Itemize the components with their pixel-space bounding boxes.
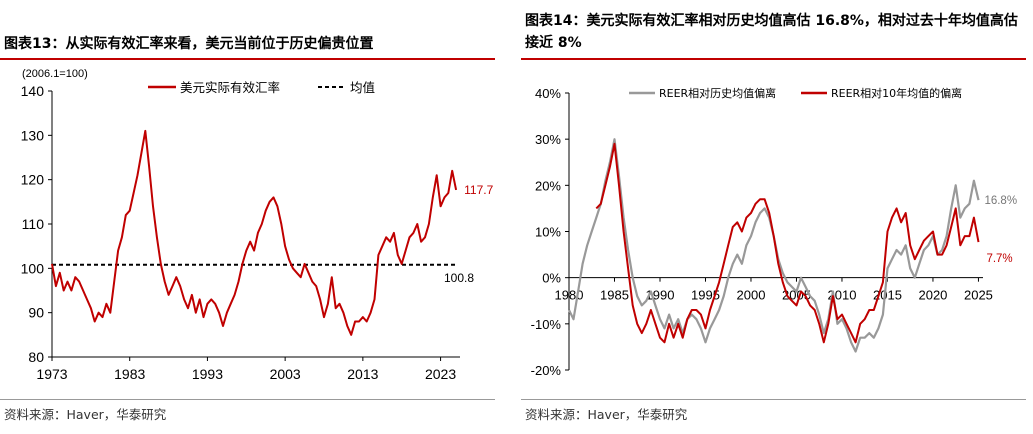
x-tick-label: 2025 bbox=[964, 288, 993, 303]
legend-label-10y: REER相对10年均值的偏离 bbox=[831, 86, 962, 100]
x-tick-label: 1993 bbox=[192, 366, 223, 382]
chart-title: 图表14：美元实际有效汇率相对历史均值高估 16.8%，相对过去十年均值高估接近… bbox=[525, 13, 1018, 51]
source-divider bbox=[0, 399, 495, 400]
y-tick-label: 40% bbox=[535, 86, 561, 101]
source-note: 资料来源：Haver，华泰研究 bbox=[4, 407, 167, 422]
series-10y-deviation-line bbox=[595, 142, 980, 344]
y-tick-label: 10% bbox=[535, 225, 561, 240]
reer-chart: (2006.1=100) 80 90 100 110 120 130 140 1973 1983 1… bbox=[21, 68, 494, 382]
deviation-chart: -20%-10%0%10%20%30%40%1980 1985 1990 1995 20… bbox=[531, 86, 1017, 378]
y-tick-label: 90 bbox=[28, 305, 44, 321]
legend-label-historical: REER相对历史均值偏离 bbox=[659, 86, 776, 100]
y-unit-label: (2006.1=100) bbox=[22, 68, 88, 80]
title-divider bbox=[0, 58, 495, 60]
y-tick-label: -20% bbox=[531, 363, 562, 378]
last-historical-label: 16.8% bbox=[984, 195, 1017, 207]
y-tick-label: -10% bbox=[531, 317, 562, 332]
x-tick-label: 2013 bbox=[347, 366, 378, 382]
y-tick-label: 30% bbox=[535, 132, 561, 147]
last-value-label: 117.7 bbox=[464, 183, 493, 197]
title-divider bbox=[521, 58, 1026, 60]
last-10y-label: 7.7% bbox=[986, 253, 1012, 265]
chart-panel-deviation: 图表14：美元实际有效汇率相对历史均值高估 16.8%，相对过去十年均值高估接近… bbox=[521, 0, 1033, 434]
y-tick-label: 0% bbox=[542, 271, 561, 286]
x-tick-label: 2020 bbox=[918, 288, 947, 303]
x-tick-label: 2023 bbox=[425, 366, 456, 382]
source-note: 资料来源：Haver，华泰研究 bbox=[525, 407, 688, 422]
legend-label-reer: 美元实际有效汇率 bbox=[180, 80, 280, 95]
series-historical-deviation-line bbox=[568, 138, 980, 353]
y-tick-label: 120 bbox=[21, 172, 45, 188]
y-tick-label: 130 bbox=[21, 127, 45, 143]
x-tick-label: 1973 bbox=[36, 366, 67, 382]
y-tick-label: 100 bbox=[21, 260, 45, 276]
chart-title: 图表13：从实际有效汇率来看，美元当前位于历史偏贵位置 bbox=[4, 36, 374, 52]
average-value-label: 100.8 bbox=[444, 271, 474, 285]
source-divider bbox=[521, 399, 1026, 400]
y-tick-label: 20% bbox=[535, 178, 561, 193]
series-reer-line bbox=[51, 129, 458, 336]
chart-panel-reer: 图表13：从实际有效汇率来看，美元当前位于历史偏贵位置 (2006.1=100)… bbox=[0, 0, 500, 434]
x-tick-label: 2003 bbox=[270, 366, 301, 382]
y-tick-label: 80 bbox=[28, 349, 44, 365]
x-tick-label: 1983 bbox=[114, 366, 145, 382]
legend-label-average: 均值 bbox=[350, 80, 375, 95]
x-tick-label: 2000 bbox=[737, 288, 766, 303]
y-tick-label: 140 bbox=[21, 83, 45, 99]
y-tick-label: 110 bbox=[22, 216, 45, 232]
x-tick-label: 1985 bbox=[600, 288, 629, 303]
